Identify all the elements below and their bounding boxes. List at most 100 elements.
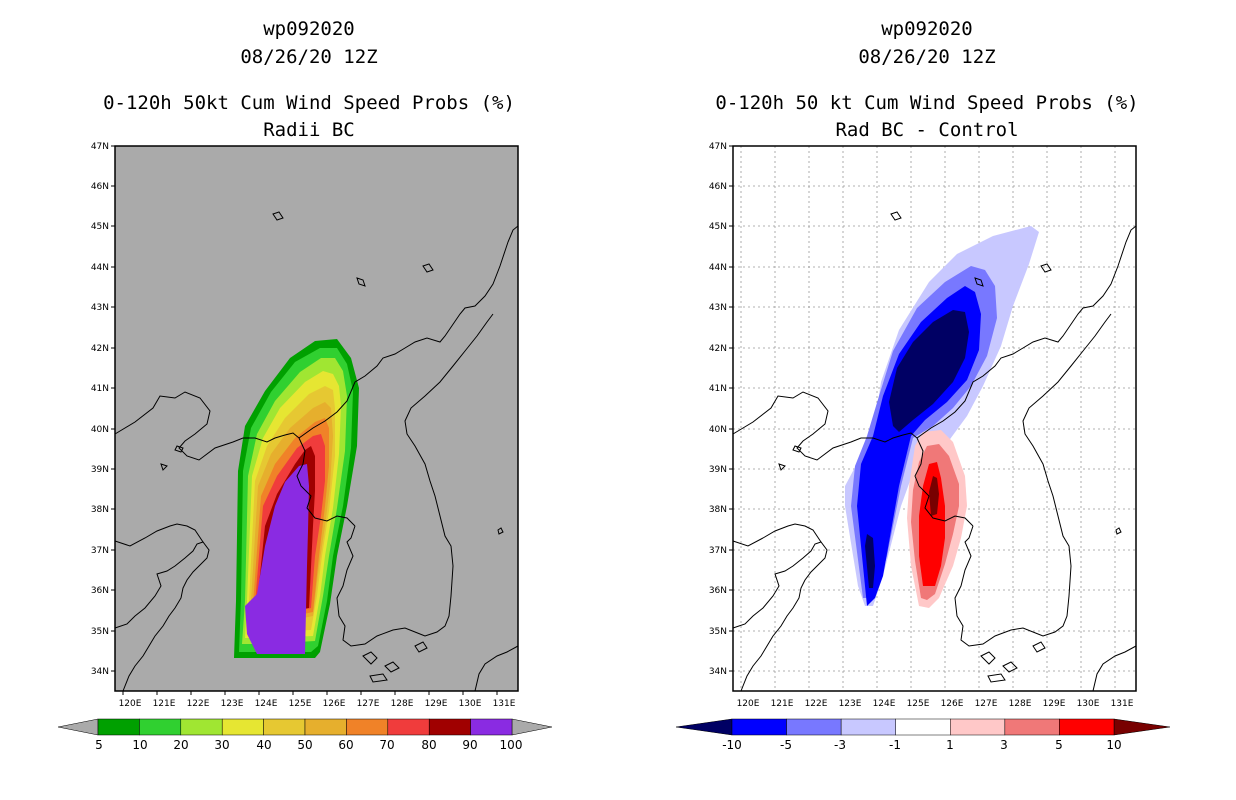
colorbar-label: 40: [256, 738, 271, 752]
right-lat-labels: 47N 46N 45N 44N 43N 42N 41N 40N 39N 38N …: [709, 142, 727, 677]
plume-90: [245, 464, 309, 654]
lon-label: 128E: [391, 699, 414, 709]
lat-label: 38N: [709, 505, 727, 515]
lat-label: 43N: [91, 303, 109, 313]
colorbar-swatch: [304, 718, 347, 736]
right-storm-id: wp092020: [881, 18, 973, 40]
colorbar-swatch: [470, 718, 513, 736]
lon-label: 127E: [975, 699, 998, 709]
left-colorbar-under-arrow: [57, 718, 99, 736]
lat-label: 34N: [709, 667, 727, 677]
colorbar-swatch: [346, 718, 389, 736]
right-colorbar-under-arrow: [675, 718, 733, 736]
lat-label: 43N: [709, 303, 727, 313]
right-lat-ticks: [729, 145, 733, 672]
right-colorbar-labels: -10 -5 -3 -1 1 3 5 10: [722, 738, 1121, 752]
lat-label: 44N: [91, 263, 109, 273]
left-storm-id: wp092020: [263, 18, 355, 40]
colorbar-label: 90: [462, 738, 477, 752]
lat-label: 37N: [709, 546, 727, 556]
lat-label: 47N: [709, 142, 727, 152]
colorbar-swatch: [428, 718, 471, 736]
lon-label: 130E: [1077, 699, 1100, 709]
colorbar-swatch: [97, 718, 140, 736]
colorbar-label: 30: [214, 738, 229, 752]
right-subtitle: Rad BC - Control: [835, 119, 1019, 141]
colorbar-swatch: [950, 718, 1006, 736]
right-title: 0-120h 50 kt Cum Wind Speed Probs (%): [715, 92, 1139, 114]
left-colorbar: 5 10 20 30 40 50 60 70 80 90 100: [57, 718, 553, 752]
lon-label: 126E: [941, 699, 964, 709]
left-date: 08/26/20 12Z: [240, 46, 378, 68]
lat-label: 40N: [709, 425, 727, 435]
colorbar-label: 5: [95, 738, 103, 752]
lon-label: 122E: [805, 699, 828, 709]
lon-label: 129E: [425, 699, 448, 709]
left-map-frame: [114, 145, 519, 692]
lon-label: 129E: [1043, 699, 1066, 709]
colorbar-swatch: [1004, 718, 1060, 736]
lat-label: 41N: [91, 384, 109, 394]
colorbar-label: 70: [379, 738, 394, 752]
lon-label: 128E: [1009, 699, 1032, 709]
colorbar-label: 3: [1000, 738, 1008, 752]
colorbar-label: -5: [780, 738, 792, 752]
lat-label: 42N: [91, 344, 109, 354]
right-colorbar-boxes: [731, 718, 1115, 736]
diff-neg-10-north: [889, 310, 969, 432]
lon-label: 131E: [1111, 699, 1134, 709]
lon-label: 121E: [771, 699, 794, 709]
lon-label: 122E: [187, 699, 210, 709]
left-colorbar-labels: 5 10 20 30 40 50 60 70 80 90 100: [95, 738, 522, 752]
colorbar-label: 100: [500, 738, 523, 752]
lon-label: 123E: [839, 699, 862, 709]
colorbar-swatch: [139, 718, 182, 736]
colorbar-label: 60: [338, 738, 353, 752]
colorbar-swatch: [221, 718, 264, 736]
right-lon-labels: 120E 121E 122E 123E 124E 125E 126E 127E …: [737, 699, 1134, 709]
left-lon-ticks: [122, 691, 498, 695]
lat-label: 34N: [91, 667, 109, 677]
lon-label: 120E: [119, 699, 142, 709]
colorbar-swatch: [1059, 718, 1115, 736]
colorbar-label: -3: [834, 738, 846, 752]
lat-label: 40N: [91, 425, 109, 435]
left-map: 47N 46N 45N 44N 43N 42N 41N 40N 39N 38N …: [91, 142, 519, 709]
left-lon-labels: 120E 121E 122E 123E 124E 125E 126E 127E …: [119, 699, 516, 709]
lat-label: 47N: [91, 142, 109, 152]
left-subtitle: Radii BC: [263, 119, 355, 141]
lon-label: 123E: [221, 699, 244, 709]
right-colorbar-over-arrow: [1113, 718, 1171, 736]
lat-label: 46N: [91, 182, 109, 192]
lat-label: 45N: [91, 222, 109, 232]
colorbar-label: -1: [889, 738, 901, 752]
left-colorbar-boxes: [97, 718, 513, 736]
diff-pos-10: [929, 476, 939, 516]
colorbar-swatch: [840, 718, 896, 736]
lat-label: 45N: [709, 222, 727, 232]
diff-neg-10-south: [865, 534, 875, 588]
colorbar-label: -10: [722, 738, 742, 752]
lon-label: 125E: [289, 699, 312, 709]
colorbar-swatch: [731, 718, 787, 736]
lat-label: 37N: [91, 546, 109, 556]
right-date: 08/26/20 12Z: [858, 46, 996, 68]
lat-label: 39N: [91, 465, 109, 475]
left-probability-plume: [234, 339, 359, 658]
lon-label: 130E: [459, 699, 482, 709]
lat-label: 44N: [709, 263, 727, 273]
colorbar-swatch: [895, 718, 951, 736]
lon-label: 121E: [153, 699, 176, 709]
right-map-frame: [732, 145, 1137, 692]
lat-label: 39N: [709, 465, 727, 475]
lat-label: 41N: [709, 384, 727, 394]
lat-label: 35N: [91, 627, 109, 637]
lon-label: 131E: [493, 699, 516, 709]
lon-label: 127E: [357, 699, 380, 709]
colorbar-label: 50: [297, 738, 312, 752]
lon-label: 126E: [323, 699, 346, 709]
lat-label: 42N: [709, 344, 727, 354]
lat-label: 46N: [709, 182, 727, 192]
right-colorbar: -10 -5 -3 -1 1 3 5 10: [675, 718, 1171, 752]
